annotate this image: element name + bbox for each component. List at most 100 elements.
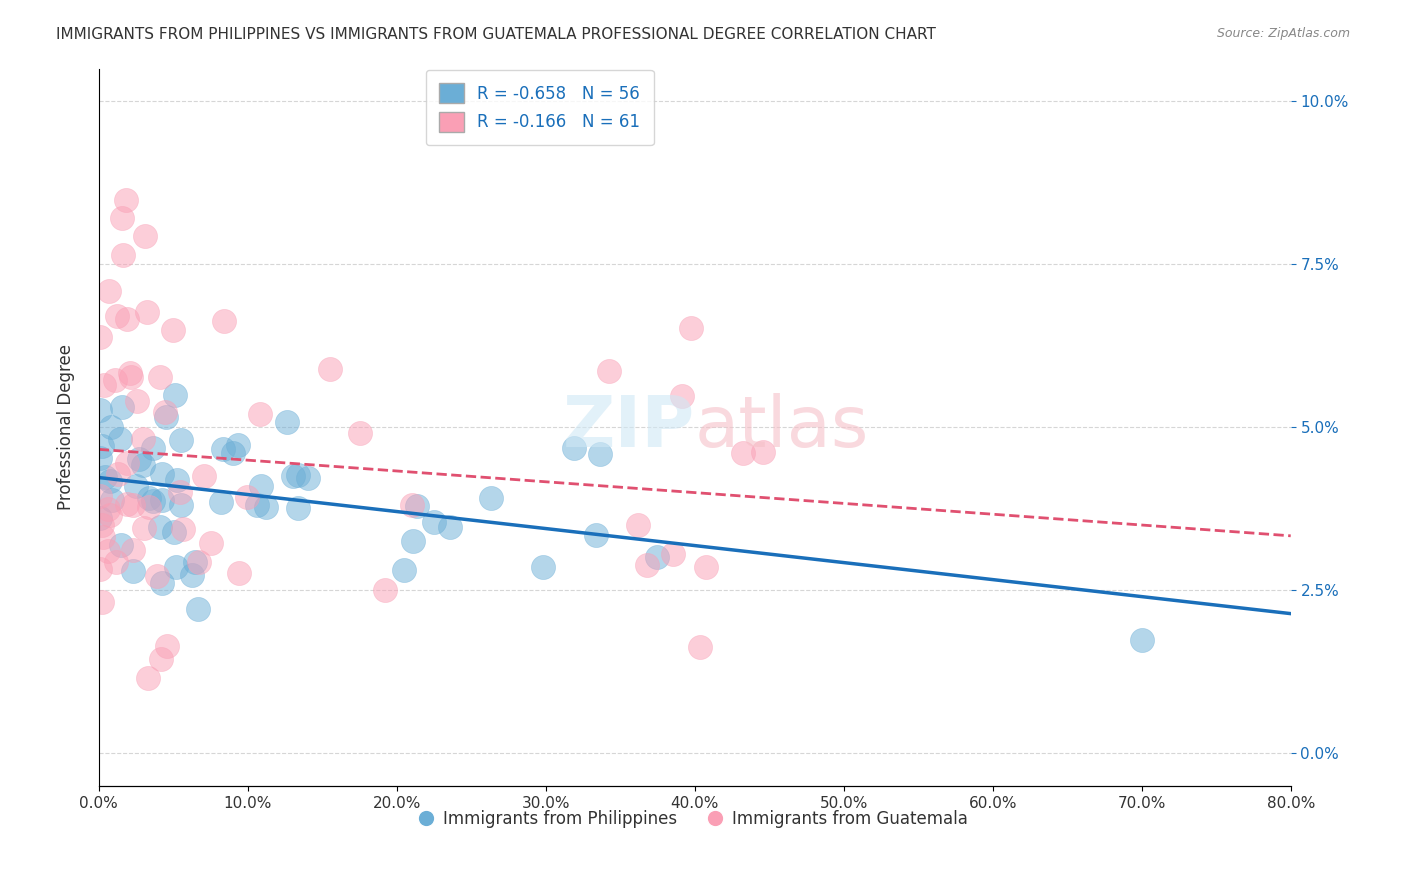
Point — [153, 405, 176, 419]
Point — [226, 438, 249, 452]
Point — [98, 284, 121, 298]
Point — [142, 441, 165, 455]
Text: IMMIGRANTS FROM PHILIPPINES VS IMMIGRANTS FROM GUATEMALA PROFESSIONAL DEGREE COR: IMMIGRANTS FROM PHILIPPINES VS IMMIGRANT… — [56, 27, 936, 42]
Point — [142, 494, 165, 508]
Point — [671, 388, 693, 402]
Point — [111, 400, 134, 414]
Point — [627, 518, 650, 533]
Point — [439, 520, 461, 534]
Text: ZIP: ZIP — [562, 392, 695, 462]
Point — [132, 458, 155, 473]
Point — [150, 576, 173, 591]
Point — [98, 508, 121, 523]
Point — [188, 555, 211, 569]
Point — [115, 311, 138, 326]
Point — [104, 374, 127, 388]
Point — [115, 497, 138, 511]
Point — [287, 467, 309, 482]
Legend: Immigrants from Philippines, Immigrants from Guatemala: Immigrants from Philippines, Immigrants … — [415, 804, 974, 835]
Point — [89, 561, 111, 575]
Point — [134, 228, 156, 243]
Y-axis label: Professional Degree: Professional Degree — [58, 344, 75, 510]
Point — [209, 494, 232, 508]
Point — [1130, 633, 1153, 648]
Point — [152, 467, 174, 481]
Point — [104, 555, 127, 569]
Point — [138, 491, 160, 506]
Point — [89, 330, 111, 344]
Point — [170, 433, 193, 447]
Point — [122, 564, 145, 578]
Point — [149, 369, 172, 384]
Point — [200, 536, 222, 550]
Point — [90, 518, 112, 533]
Point — [97, 502, 120, 516]
Point — [236, 490, 259, 504]
Point — [392, 563, 415, 577]
Point — [136, 671, 159, 685]
Point — [156, 639, 179, 653]
Point — [138, 500, 160, 515]
Point — [165, 388, 187, 402]
Point — [107, 467, 129, 482]
Point — [222, 446, 245, 460]
Point — [752, 444, 775, 458]
Point — [162, 323, 184, 337]
Point — [94, 470, 117, 484]
Point — [193, 469, 215, 483]
Point — [110, 538, 132, 552]
Point — [132, 521, 155, 535]
Point — [172, 523, 194, 537]
Point — [212, 314, 235, 328]
Point — [115, 456, 138, 470]
Point — [155, 409, 177, 424]
Point — [101, 493, 124, 508]
Point — [246, 499, 269, 513]
Point — [163, 524, 186, 539]
Point — [170, 498, 193, 512]
Point — [111, 211, 134, 225]
Point — [93, 378, 115, 392]
Point — [228, 566, 250, 580]
Point — [91, 595, 114, 609]
Point — [125, 479, 148, 493]
Point — [181, 567, 204, 582]
Point — [645, 550, 668, 565]
Point — [112, 247, 135, 261]
Point — [146, 569, 169, 583]
Point — [120, 369, 142, 384]
Point — [679, 321, 702, 335]
Point — [287, 501, 309, 516]
Point — [184, 555, 207, 569]
Point — [89, 403, 111, 417]
Point — [585, 528, 607, 542]
Point — [598, 364, 620, 378]
Point — [402, 533, 425, 548]
Point — [636, 558, 658, 573]
Point — [100, 420, 122, 434]
Point — [689, 640, 711, 654]
Point — [406, 500, 429, 514]
Point — [98, 475, 121, 489]
Point — [662, 547, 685, 561]
Point — [91, 439, 114, 453]
Point — [695, 559, 717, 574]
Point — [149, 652, 172, 666]
Point — [731, 446, 754, 460]
Point — [187, 602, 209, 616]
Point — [249, 479, 271, 493]
Point — [165, 560, 187, 574]
Point — [531, 559, 554, 574]
Text: Source: ZipAtlas.com: Source: ZipAtlas.com — [1216, 27, 1350, 40]
Point — [589, 447, 612, 461]
Point — [254, 500, 277, 515]
Point — [91, 530, 114, 544]
Point — [150, 492, 173, 507]
Point — [128, 452, 150, 467]
Point — [297, 471, 319, 485]
Point — [122, 498, 145, 512]
Point — [319, 362, 342, 376]
Point — [562, 441, 585, 455]
Point — [149, 520, 172, 534]
Point — [374, 582, 396, 597]
